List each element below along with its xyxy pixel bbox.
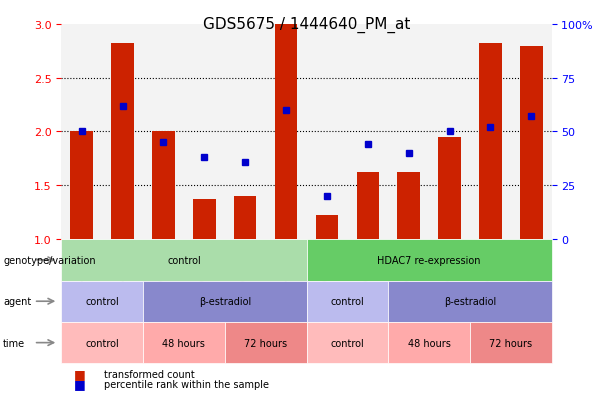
Text: ■: ■ — [74, 377, 85, 391]
Bar — [70, 132, 93, 240]
Text: agent: agent — [3, 297, 31, 306]
Bar — [61, 25, 102, 240]
Text: β-estradiol: β-estradiol — [199, 297, 251, 306]
Text: percentile rank within the sample: percentile rank within the sample — [104, 379, 269, 389]
Bar — [102, 25, 143, 240]
Bar — [511, 25, 552, 240]
Bar — [470, 25, 511, 240]
Bar — [234, 197, 256, 240]
Bar — [152, 132, 175, 240]
Text: control: control — [330, 297, 364, 306]
Text: 48 hours: 48 hours — [408, 338, 451, 348]
Bar — [193, 200, 216, 240]
Text: genotype/variation: genotype/variation — [3, 255, 96, 265]
Bar — [225, 25, 265, 240]
Bar — [348, 25, 388, 240]
Text: ■: ■ — [74, 367, 85, 380]
Bar — [143, 25, 184, 240]
Text: control: control — [330, 338, 364, 348]
Bar — [184, 25, 225, 240]
Bar — [438, 138, 461, 240]
Bar — [388, 25, 429, 240]
Bar — [316, 216, 338, 240]
Bar — [357, 173, 379, 240]
Text: 48 hours: 48 hours — [162, 338, 205, 348]
Text: 72 hours: 72 hours — [244, 338, 287, 348]
Bar — [429, 25, 470, 240]
Bar — [112, 44, 134, 240]
Bar — [520, 47, 543, 240]
Text: GDS5675 / 1444640_PM_at: GDS5675 / 1444640_PM_at — [203, 17, 410, 33]
Bar — [397, 173, 420, 240]
Text: control: control — [85, 297, 119, 306]
Text: HDAC7 re-expression: HDAC7 re-expression — [378, 255, 481, 265]
Text: control: control — [167, 255, 201, 265]
Bar — [265, 25, 306, 240]
Bar — [479, 44, 501, 240]
Text: time: time — [3, 338, 25, 348]
Bar — [306, 25, 348, 240]
Text: control: control — [85, 338, 119, 348]
Text: 72 hours: 72 hours — [489, 338, 533, 348]
Text: transformed count: transformed count — [104, 369, 195, 379]
Text: β-estradiol: β-estradiol — [444, 297, 496, 306]
Bar — [275, 25, 297, 240]
